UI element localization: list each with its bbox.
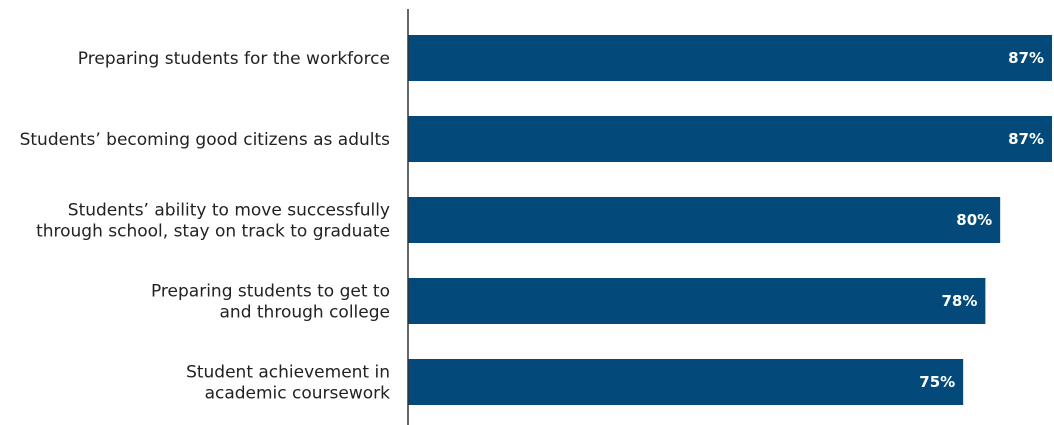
- category-label: Students’ becoming good citizens as adul…: [20, 130, 391, 150]
- bar-value-label: 78%: [941, 292, 977, 310]
- bars-group: 87% 87% 80% 78% 75%: [408, 35, 1052, 405]
- category-label: Preparing students to get to: [151, 282, 390, 302]
- bar-value-label: 87%: [1008, 130, 1044, 148]
- category-label: Preparing students for the workforce: [78, 49, 390, 69]
- bar: [408, 116, 1052, 162]
- category-label: through school, stay on track to graduat…: [36, 222, 390, 242]
- bar: [408, 278, 986, 324]
- bar: [408, 359, 964, 405]
- category-label: and through college: [220, 303, 391, 323]
- category-label: academic coursework: [205, 384, 391, 404]
- bar-value-label: 75%: [919, 373, 955, 391]
- category-label: Student achievement in: [186, 363, 390, 383]
- bar: [408, 35, 1052, 81]
- bar: [408, 197, 1001, 243]
- category-labels-group: Preparing students for the workforce Stud…: [20, 49, 391, 404]
- bar-value-label: 80%: [956, 211, 992, 229]
- category-label: Students’ ability to move successfully: [68, 201, 390, 221]
- bar-value-label: 87%: [1008, 49, 1044, 67]
